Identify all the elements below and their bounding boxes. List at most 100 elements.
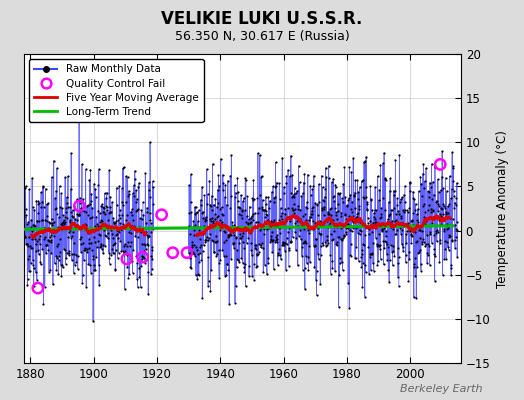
Point: [90, 267, 99, 273]
Point: [70, 221, 79, 227]
Point: [48, 222, 57, 228]
Point: [198, 295, 206, 301]
Point: [410, 228, 419, 235]
Point: [413, 206, 422, 212]
Point: [50, 158, 58, 164]
Point: [98, 201, 106, 207]
Point: [290, 194, 298, 200]
Point: [111, 240, 119, 246]
Point: [52, 187, 60, 194]
Point: [448, 238, 456, 244]
Point: [217, 221, 225, 228]
Point: [333, 190, 342, 196]
Point: [290, 185, 299, 191]
Point: [83, 230, 92, 236]
Point: [402, 239, 411, 246]
Point: [185, 210, 193, 216]
Point: [78, 224, 86, 231]
Point: [421, 221, 429, 227]
Point: [91, 239, 99, 245]
Point: [395, 211, 403, 218]
Point: [390, 231, 399, 238]
Point: [93, 237, 102, 244]
Point: [28, 257, 37, 264]
Point: [261, 208, 270, 215]
Point: [228, 225, 236, 232]
Point: [285, 263, 293, 269]
Point: [290, 191, 299, 197]
Point: [82, 245, 91, 252]
Point: [386, 210, 395, 217]
Point: [303, 199, 311, 205]
Point: [260, 219, 269, 226]
Point: [62, 254, 70, 261]
Point: [414, 226, 423, 233]
Point: [183, 250, 191, 256]
Point: [280, 240, 289, 246]
Point: [279, 242, 288, 248]
Point: [411, 273, 419, 279]
Point: [204, 236, 212, 243]
Point: [437, 213, 445, 219]
Point: [225, 231, 234, 238]
Point: [107, 252, 115, 258]
Point: [239, 195, 248, 201]
Point: [344, 221, 352, 227]
Point: [347, 228, 356, 235]
Point: [330, 224, 338, 231]
Point: [345, 164, 354, 170]
Point: [216, 226, 224, 233]
Point: [210, 223, 219, 229]
Point: [264, 216, 272, 223]
Point: [128, 258, 137, 264]
Point: [117, 223, 125, 230]
Point: [367, 250, 376, 257]
Point: [419, 239, 428, 246]
Point: [363, 206, 371, 212]
Point: [106, 194, 114, 200]
Point: [335, 255, 344, 261]
Point: [432, 213, 440, 220]
Point: [312, 236, 320, 242]
Point: [343, 225, 352, 232]
Point: [271, 159, 280, 165]
Point: [30, 222, 38, 228]
Point: [351, 189, 359, 196]
Point: [322, 243, 330, 249]
Point: [316, 243, 325, 249]
Point: [257, 242, 266, 248]
Point: [110, 219, 118, 226]
Point: [438, 215, 446, 221]
Point: [307, 192, 315, 198]
Point: [196, 249, 204, 256]
Point: [112, 184, 121, 191]
Point: [321, 194, 329, 200]
Point: [128, 212, 136, 218]
Point: [45, 268, 53, 275]
Point: [405, 226, 413, 232]
Point: [399, 207, 407, 214]
Point: [417, 180, 425, 187]
Point: [64, 252, 73, 258]
Point: [63, 215, 72, 222]
Point: [216, 156, 225, 162]
Point: [195, 259, 203, 266]
Point: [117, 248, 125, 254]
Point: [237, 192, 245, 198]
Point: [296, 179, 304, 186]
Point: [196, 236, 205, 242]
Point: [126, 239, 135, 245]
Point: [220, 228, 228, 235]
Point: [305, 259, 314, 265]
Point: [57, 262, 65, 268]
Point: [34, 210, 42, 216]
Point: [445, 173, 454, 179]
Point: [271, 238, 279, 245]
Point: [192, 209, 201, 215]
Point: [440, 226, 448, 232]
Point: [148, 244, 156, 250]
Point: [143, 208, 151, 215]
Point: [412, 238, 420, 245]
Point: [409, 188, 417, 195]
Point: [397, 196, 405, 203]
